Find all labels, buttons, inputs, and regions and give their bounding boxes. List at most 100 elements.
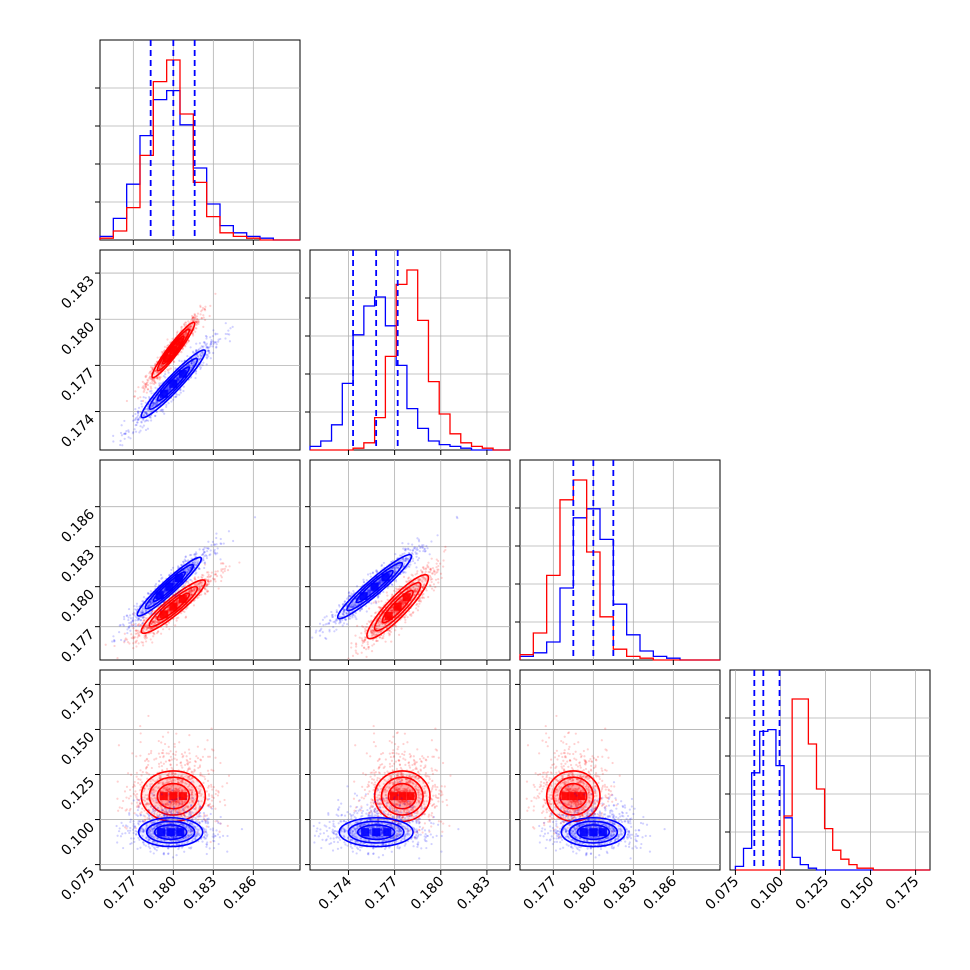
histogram-red-series xyxy=(735,698,930,871)
histogram-red-series xyxy=(519,479,720,661)
contours-red xyxy=(373,770,431,823)
x-tick-label: 0.150 xyxy=(838,874,878,914)
density-core xyxy=(361,828,370,837)
x-tick-label: 0.177 xyxy=(520,874,560,914)
x-tick-label: 0.174 xyxy=(316,873,356,913)
histogram-red-series xyxy=(310,269,510,451)
density-core xyxy=(178,792,187,801)
x-tick-label: 0.183 xyxy=(180,874,220,914)
x-tick-label: 0.100 xyxy=(748,874,788,914)
contours-blue xyxy=(560,816,627,848)
y-tick-label: 0.177 xyxy=(58,626,98,666)
x-tick-label: 0.180 xyxy=(560,874,600,914)
density-core xyxy=(155,591,164,600)
density-core xyxy=(579,828,588,837)
gridlines-x xyxy=(132,670,254,870)
density-core xyxy=(384,612,393,621)
density-core xyxy=(169,792,178,801)
y-tick-label: 0.180 xyxy=(58,586,98,626)
contours-red xyxy=(366,573,430,640)
gridlines-y xyxy=(100,272,300,412)
joint-1-0-frame xyxy=(99,249,301,451)
density-core xyxy=(569,792,578,801)
x-tick-label: 0.180 xyxy=(140,874,180,914)
gridlines-density xyxy=(520,507,720,623)
density-core xyxy=(589,828,598,837)
joint-panel-2-1 xyxy=(305,459,511,665)
density-core xyxy=(166,828,175,837)
contours-red xyxy=(151,321,196,379)
density-core xyxy=(598,828,607,837)
density-core xyxy=(390,792,398,801)
density-core xyxy=(165,582,174,591)
gridlines-y xyxy=(100,506,300,628)
density-core xyxy=(398,792,407,801)
density-core xyxy=(163,354,172,363)
contours-blue xyxy=(136,556,203,617)
y-tick-label: 0.183 xyxy=(58,546,98,586)
marginal-1-frame xyxy=(309,249,511,451)
histogram-blue-series xyxy=(519,508,720,661)
x-tick-label: 0.186 xyxy=(220,873,260,913)
x-tick-label: 0.183 xyxy=(600,874,640,914)
x-tick-label: 0.183 xyxy=(454,874,494,914)
density-core xyxy=(406,792,415,801)
y-tick-label: 0.180 xyxy=(58,319,98,359)
density-core xyxy=(169,346,178,354)
marginal-0-frame xyxy=(99,39,301,241)
y-tick-label: 0.183 xyxy=(58,273,98,313)
y-tick-label: 0.186 xyxy=(58,506,98,546)
y-tick-label: 0.150 xyxy=(58,729,98,769)
density-core xyxy=(159,610,168,619)
contours-blue xyxy=(137,816,204,848)
gridlines-x xyxy=(552,670,674,870)
density-core xyxy=(178,594,187,603)
density-core xyxy=(383,828,392,837)
contours-red xyxy=(140,579,207,635)
marginal-panel-0 xyxy=(95,39,301,245)
joint-3-1-frame xyxy=(309,669,511,871)
marginal-panel-1 xyxy=(305,249,511,455)
density-core xyxy=(169,379,178,388)
y-tick-label: 0.177 xyxy=(58,365,98,405)
x-tick-label: 0.177 xyxy=(362,874,402,914)
contours-blue xyxy=(336,553,413,620)
density-core xyxy=(577,792,586,801)
marginal-2-frame xyxy=(519,459,721,661)
joint-panel-3-2: 0.177 0.180 0.183 0.186 xyxy=(515,669,721,914)
gridlines-x xyxy=(735,670,916,870)
contours-red xyxy=(545,770,601,823)
density-core xyxy=(176,828,185,837)
x-tick-label: 0.186 xyxy=(640,873,680,913)
gridlines-x xyxy=(348,250,488,450)
density-core xyxy=(169,602,178,611)
density-core xyxy=(370,582,379,591)
marginal-panel-2 xyxy=(515,459,721,665)
gridlines-density xyxy=(310,297,510,413)
contours-red xyxy=(140,770,207,823)
density-core xyxy=(402,593,411,602)
y-tick-label: 0.174 xyxy=(58,411,98,451)
histogram-blue-series xyxy=(309,296,510,451)
gridlines-y xyxy=(520,684,720,865)
x-tick-label: 0.075 xyxy=(703,874,743,914)
histogram-blue-series xyxy=(734,728,930,871)
x-tick-label: 0.125 xyxy=(793,874,833,914)
joint-3-0-frame xyxy=(99,669,301,871)
y-tick-label: 0.075 xyxy=(58,864,98,904)
joint-panel-3-1: 0.174 0.177 0.180 0.183 xyxy=(305,669,511,914)
y-tick-label: 0.125 xyxy=(58,774,98,814)
density-core xyxy=(174,573,183,582)
density-core xyxy=(178,369,187,378)
x-tick-label: 0.180 xyxy=(408,874,448,914)
density-core xyxy=(381,573,390,582)
gridlines-y xyxy=(310,684,510,865)
density-core xyxy=(159,792,168,801)
density-core xyxy=(175,337,184,346)
y-tick-label: 0.175 xyxy=(58,684,98,724)
density-core xyxy=(359,592,368,601)
gridlines-x xyxy=(348,670,488,870)
scatter-red-points xyxy=(525,714,621,839)
x-tick-label: 0.175 xyxy=(883,874,923,914)
